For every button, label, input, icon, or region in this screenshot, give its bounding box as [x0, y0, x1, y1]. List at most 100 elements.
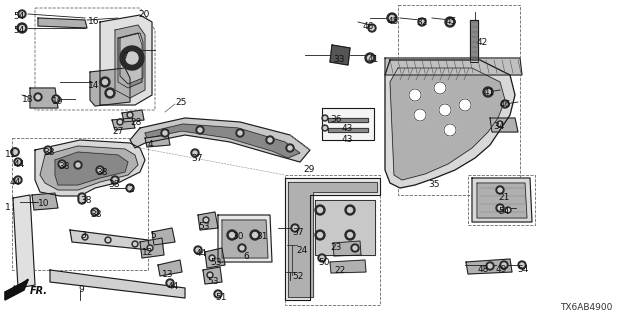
Circle shape: [322, 115, 328, 121]
Circle shape: [387, 13, 397, 23]
Circle shape: [102, 79, 108, 84]
Circle shape: [499, 123, 502, 125]
Circle shape: [345, 230, 355, 240]
Text: 37: 37: [191, 154, 202, 163]
Circle shape: [20, 12, 24, 16]
Circle shape: [203, 217, 209, 223]
Text: 44: 44: [196, 249, 207, 258]
Circle shape: [105, 88, 115, 98]
Text: 45: 45: [446, 17, 458, 26]
Circle shape: [348, 207, 353, 212]
Circle shape: [434, 82, 446, 94]
Text: 53: 53: [198, 222, 209, 231]
Polygon shape: [145, 135, 170, 147]
Polygon shape: [140, 238, 164, 258]
Text: 10: 10: [38, 199, 49, 208]
Circle shape: [117, 119, 123, 125]
Circle shape: [238, 244, 246, 252]
Polygon shape: [145, 124, 300, 158]
Polygon shape: [35, 140, 145, 196]
Circle shape: [236, 129, 244, 137]
Circle shape: [60, 162, 64, 166]
Circle shape: [196, 248, 200, 252]
Circle shape: [230, 233, 234, 237]
Polygon shape: [55, 152, 128, 185]
Text: 52: 52: [292, 272, 303, 281]
Circle shape: [78, 193, 86, 201]
Circle shape: [503, 102, 507, 106]
Circle shape: [161, 129, 169, 137]
Circle shape: [198, 128, 202, 132]
Text: 9: 9: [78, 285, 84, 294]
Circle shape: [80, 198, 84, 202]
Text: 11: 11: [5, 150, 17, 159]
Text: 33: 33: [333, 55, 344, 64]
Circle shape: [126, 184, 134, 192]
Circle shape: [16, 178, 20, 182]
Text: 13: 13: [162, 270, 173, 279]
Circle shape: [497, 121, 503, 127]
Polygon shape: [470, 20, 478, 62]
Polygon shape: [198, 212, 218, 230]
Circle shape: [506, 209, 509, 212]
Polygon shape: [40, 146, 138, 190]
Circle shape: [498, 188, 502, 192]
Text: 46: 46: [500, 100, 511, 109]
Circle shape: [120, 46, 144, 70]
Polygon shape: [385, 60, 515, 188]
Polygon shape: [288, 182, 377, 297]
Text: 49: 49: [496, 265, 508, 274]
Circle shape: [209, 255, 215, 261]
Text: 54: 54: [13, 12, 24, 21]
Text: 24: 24: [296, 246, 307, 255]
Text: 53: 53: [207, 277, 218, 286]
Circle shape: [58, 160, 66, 168]
Circle shape: [148, 246, 152, 250]
Polygon shape: [5, 280, 28, 300]
Circle shape: [16, 160, 20, 164]
Text: FR.: FR.: [30, 286, 48, 296]
Circle shape: [253, 233, 257, 237]
Circle shape: [82, 234, 88, 240]
Circle shape: [111, 176, 119, 184]
Circle shape: [34, 93, 42, 101]
Polygon shape: [100, 15, 152, 105]
Polygon shape: [152, 228, 175, 245]
Circle shape: [505, 207, 511, 213]
Circle shape: [268, 138, 272, 142]
Circle shape: [368, 24, 376, 32]
Circle shape: [250, 230, 260, 240]
Text: 34: 34: [493, 122, 504, 131]
Text: 31: 31: [256, 232, 268, 241]
Text: 44: 44: [168, 282, 179, 291]
Circle shape: [498, 206, 502, 210]
Polygon shape: [118, 33, 142, 88]
Text: 45: 45: [388, 17, 399, 26]
Polygon shape: [70, 230, 150, 250]
Polygon shape: [490, 118, 518, 132]
Polygon shape: [130, 118, 310, 162]
Circle shape: [317, 233, 323, 237]
Polygon shape: [390, 68, 505, 180]
Text: 6: 6: [243, 252, 249, 261]
Circle shape: [483, 87, 493, 97]
Circle shape: [13, 150, 17, 154]
Circle shape: [353, 246, 357, 250]
Text: 38: 38: [96, 168, 108, 177]
Text: 29: 29: [303, 165, 314, 174]
Circle shape: [93, 210, 97, 214]
Circle shape: [518, 261, 526, 269]
Polygon shape: [38, 18, 87, 28]
Circle shape: [118, 121, 122, 124]
Circle shape: [240, 246, 244, 250]
Text: 48: 48: [478, 265, 490, 274]
Circle shape: [291, 224, 299, 232]
Polygon shape: [115, 25, 145, 98]
Text: 38: 38: [58, 162, 70, 171]
Circle shape: [128, 186, 132, 190]
Polygon shape: [472, 178, 532, 222]
Polygon shape: [218, 215, 272, 262]
Polygon shape: [13, 195, 35, 288]
Circle shape: [44, 146, 52, 154]
Circle shape: [100, 77, 110, 87]
